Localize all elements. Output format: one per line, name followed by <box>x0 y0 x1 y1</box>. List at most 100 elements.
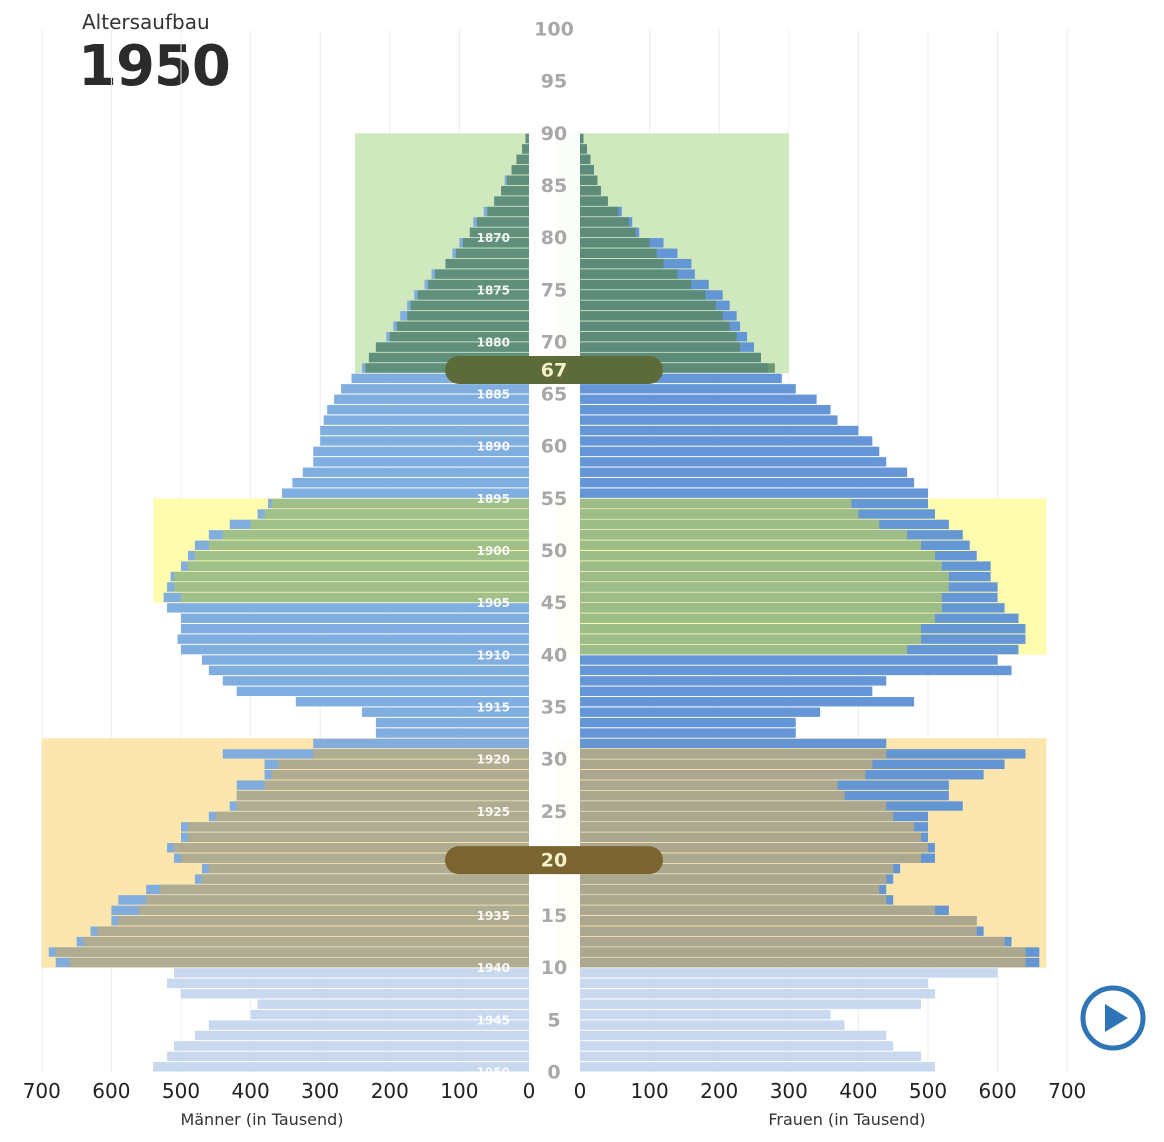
bar-female <box>580 999 922 1009</box>
bar-male <box>351 373 529 384</box>
bar-male-overlay <box>250 519 529 530</box>
age-tick-label: 15 <box>541 905 567 927</box>
bar-female-overlay <box>580 613 935 624</box>
bar-male-overlay <box>501 185 529 196</box>
x-tick-label-male: 400 <box>232 1079 270 1103</box>
age-tick-label: 30 <box>541 749 567 771</box>
bar-female <box>580 1051 922 1062</box>
play-button[interactable] <box>1080 985 1146 1051</box>
bar-female-overlay <box>580 227 636 238</box>
bar-female <box>580 738 887 749</box>
bar-female <box>580 1009 831 1020</box>
bar-male <box>181 613 529 624</box>
bar-male-overlay <box>187 822 529 832</box>
bar-female-overlay <box>580 206 619 217</box>
bar-female-overlay <box>580 603 942 613</box>
bar-female <box>580 425 859 436</box>
age-tick-label: 100 <box>534 19 574 41</box>
bar-male-overlay <box>417 290 529 300</box>
bar-female-overlay <box>580 238 650 248</box>
bar-male-overlay <box>511 165 529 175</box>
bar-male <box>320 436 529 446</box>
bar-male <box>295 697 529 707</box>
x-tick-label-male: 200 <box>371 1079 409 1103</box>
bar-female <box>580 686 873 697</box>
age-tick-label: 75 <box>541 279 567 301</box>
bar-female-overlay <box>580 624 922 634</box>
age-marker-label: 67 <box>541 359 567 381</box>
bar-female-overlay <box>580 519 880 530</box>
x-tick-label-female: 300 <box>770 1079 808 1103</box>
bar-male-overlay <box>174 843 530 853</box>
year-title: 1950 <box>78 34 231 99</box>
age-tick-label: 90 <box>541 123 567 145</box>
bar-male-overlay <box>389 331 529 342</box>
bar-male-overlay <box>201 874 529 884</box>
bar-female-overlay <box>580 853 922 863</box>
birth-year-label: 1880 <box>477 335 510 349</box>
bar-male-overlay <box>525 133 529 144</box>
birth-year-label: 1920 <box>477 753 510 767</box>
bar-male-overlay <box>264 780 529 790</box>
bar-male-overlay <box>215 811 530 822</box>
bar-male-overlay <box>271 498 529 509</box>
age-marker-pill <box>445 355 663 384</box>
age-tick-label: 10 <box>541 957 567 979</box>
bar-female-overlay <box>580 905 935 916</box>
bar-female <box>580 697 915 707</box>
age-tick-label: 85 <box>541 175 567 197</box>
bar-male <box>375 717 529 728</box>
bar-female <box>580 457 887 467</box>
bar-female <box>580 467 908 477</box>
bar-female-overlay <box>580 269 678 279</box>
bar-female-overlay <box>580 926 977 936</box>
bar-female-overlay <box>580 290 706 300</box>
bar-male <box>292 477 529 488</box>
bar-female-overlay <box>580 342 741 352</box>
bar-male-overlay <box>396 321 529 331</box>
bar-male-overlay <box>455 248 529 258</box>
bar-male-overlay <box>428 279 529 290</box>
bar-female-overlay <box>580 843 928 853</box>
bar-male <box>313 738 529 749</box>
bar-male-overlay <box>181 592 529 603</box>
bar-male-overlay <box>462 238 529 248</box>
bar-male <box>153 1062 529 1072</box>
age-tick-label: 50 <box>541 540 567 562</box>
bar-male <box>341 384 529 394</box>
bar-female <box>580 373 782 384</box>
bar-female <box>580 404 831 415</box>
bar-male-overlay <box>476 217 529 227</box>
birth-year-label: 1915 <box>477 700 510 714</box>
bar-male <box>257 999 529 1009</box>
x-tick-label-male: 300 <box>301 1079 339 1103</box>
bar-female-overlay <box>580 300 716 311</box>
bar-male <box>361 707 529 717</box>
bar-male-overlay <box>506 175 529 185</box>
x-tick-label-male: 500 <box>162 1079 200 1103</box>
bar-male-overlay <box>271 770 529 780</box>
age-tick-label: 0 <box>547 1062 560 1084</box>
bar-female-overlay <box>580 185 601 196</box>
age-tick-label: 65 <box>541 384 567 406</box>
x-tick-label-female: 600 <box>979 1079 1017 1103</box>
age-marker-label: 20 <box>541 850 567 872</box>
bar-female-overlay <box>580 957 1026 968</box>
bar-male-overlay <box>487 206 529 217</box>
birth-year-label: 1885 <box>477 388 510 402</box>
bar-male <box>302 467 529 477</box>
bar-female-overlay <box>580 863 894 874</box>
bar-male <box>222 676 529 686</box>
birth-year-label: 1910 <box>477 648 510 662</box>
bar-female-overlay <box>580 363 775 373</box>
bar-female-overlay <box>580 780 838 790</box>
bar-female <box>580 1041 894 1051</box>
bar-male-overlay <box>118 916 530 926</box>
bar-female-overlay <box>580 895 887 905</box>
x-tick-label-male: 600 <box>92 1079 130 1103</box>
bar-male <box>177 634 529 644</box>
bar-female <box>580 488 928 498</box>
bar-female-overlay <box>580 133 584 144</box>
bar-male-overlay <box>313 749 529 759</box>
